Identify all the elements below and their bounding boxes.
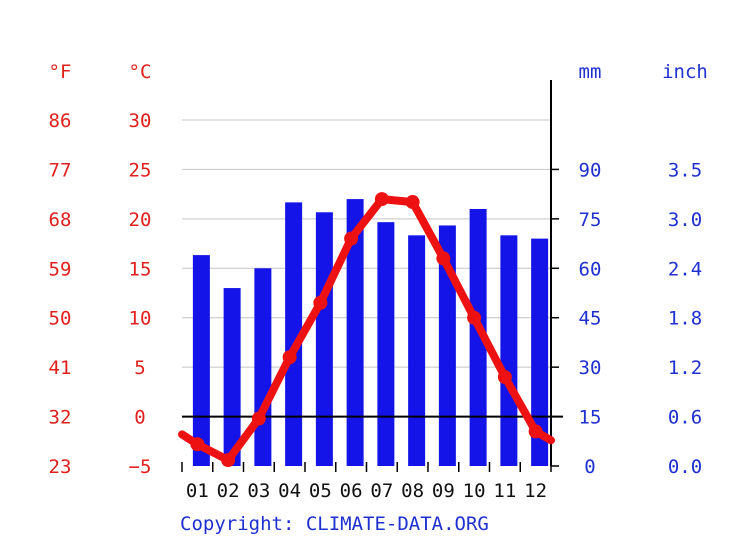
- temp-point: [374, 192, 389, 207]
- precip-bar: [254, 268, 272, 466]
- celsius-tick-label: 5: [134, 357, 145, 379]
- axis-labels: °F °C mm inch8677685950413223302520151050−5…: [49, 61, 708, 502]
- month-label: 12: [524, 480, 547, 502]
- inch-tick-label: 1.2: [668, 357, 702, 379]
- temp-point: [251, 411, 266, 426]
- month-label: 11: [493, 480, 516, 502]
- celsius-tick-label: 20: [129, 209, 152, 231]
- precip-bar: [500, 235, 518, 466]
- copyright-text: Copyright: CLIMATE-DATA.ORG: [180, 513, 489, 535]
- celsius-tick-label: 25: [129, 159, 152, 181]
- mm-unit: mm: [579, 61, 602, 83]
- month-label: 01: [186, 480, 209, 502]
- month-label: 08: [401, 480, 424, 502]
- precip-bar: [531, 238, 549, 466]
- mm-tick-label: 15: [579, 407, 602, 429]
- inch-tick-label: 3.5: [668, 159, 702, 181]
- inch-tick-label: 0.6: [668, 407, 702, 429]
- precip-bar: [377, 222, 395, 466]
- month-label: 03: [247, 480, 270, 502]
- fahrenheit-tick-label: 86: [49, 110, 72, 132]
- fahrenheit-tick-label: 77: [49, 159, 72, 181]
- temp-edge-start: [178, 430, 202, 449]
- temp-point: [282, 350, 297, 365]
- celsius-tick-label: 30: [129, 110, 152, 132]
- celsius-tick-label: 15: [129, 258, 152, 280]
- inch-tick-label: 1.8: [668, 308, 702, 330]
- month-label: 09: [432, 480, 455, 502]
- fahrenheit-tick-label: 59: [49, 258, 72, 280]
- mm-tick-label: 90: [579, 159, 602, 181]
- month-label: 07: [370, 480, 393, 502]
- fahrenheit-tick-label: 50: [49, 308, 72, 330]
- precip-bar: [469, 208, 487, 466]
- mm-tick-label: 0: [584, 456, 595, 478]
- temp-point: [467, 310, 482, 325]
- month-label: 05: [309, 480, 332, 502]
- fahrenheit-tick-label: 68: [49, 209, 72, 231]
- temp-point: [497, 370, 512, 385]
- temp-point: [436, 251, 451, 266]
- precip-bar: [315, 212, 333, 466]
- precipitation-bars: [192, 199, 549, 467]
- temperature-line: [178, 192, 555, 468]
- precip-bar: [408, 235, 426, 466]
- month-label: 04: [278, 480, 301, 502]
- temp-point: [405, 195, 420, 210]
- temp-edge-end: [531, 427, 555, 445]
- month-label: 06: [340, 480, 363, 502]
- mm-tick-label: 45: [579, 308, 602, 330]
- precip-bar: [192, 255, 210, 466]
- temp-path: [193, 195, 540, 465]
- mm-tick-label: 30: [579, 357, 602, 379]
- mm-tick-label: 60: [579, 258, 602, 280]
- precip-bar: [438, 225, 456, 466]
- inch-unit: inch: [662, 61, 708, 83]
- inch-tick-label: 0.0: [668, 456, 702, 478]
- fahrenheit-tick-label: 32: [49, 407, 72, 429]
- precip-bar: [346, 199, 364, 467]
- month-label: 10: [463, 480, 486, 502]
- celsius-tick-label: 0: [134, 407, 145, 429]
- temp-point: [313, 295, 328, 310]
- celsius-tick-label: −5: [129, 456, 152, 478]
- inch-tick-label: 2.4: [668, 258, 702, 280]
- fahrenheit-unit: °F: [49, 61, 72, 83]
- temp-point: [344, 231, 359, 246]
- precip-bar: [223, 288, 241, 466]
- month-label: 02: [217, 480, 240, 502]
- chart-frame: [181, 80, 563, 472]
- fahrenheit-tick-label: 41: [49, 357, 72, 379]
- precip-bar: [285, 202, 303, 466]
- celsius-unit: °C: [129, 61, 152, 83]
- celsius-tick-label: 10: [129, 308, 152, 330]
- mm-tick-label: 75: [579, 209, 602, 231]
- inch-tick-label: 3.0: [668, 209, 702, 231]
- temp-point: [221, 453, 236, 468]
- fahrenheit-tick-label: 23: [49, 456, 72, 478]
